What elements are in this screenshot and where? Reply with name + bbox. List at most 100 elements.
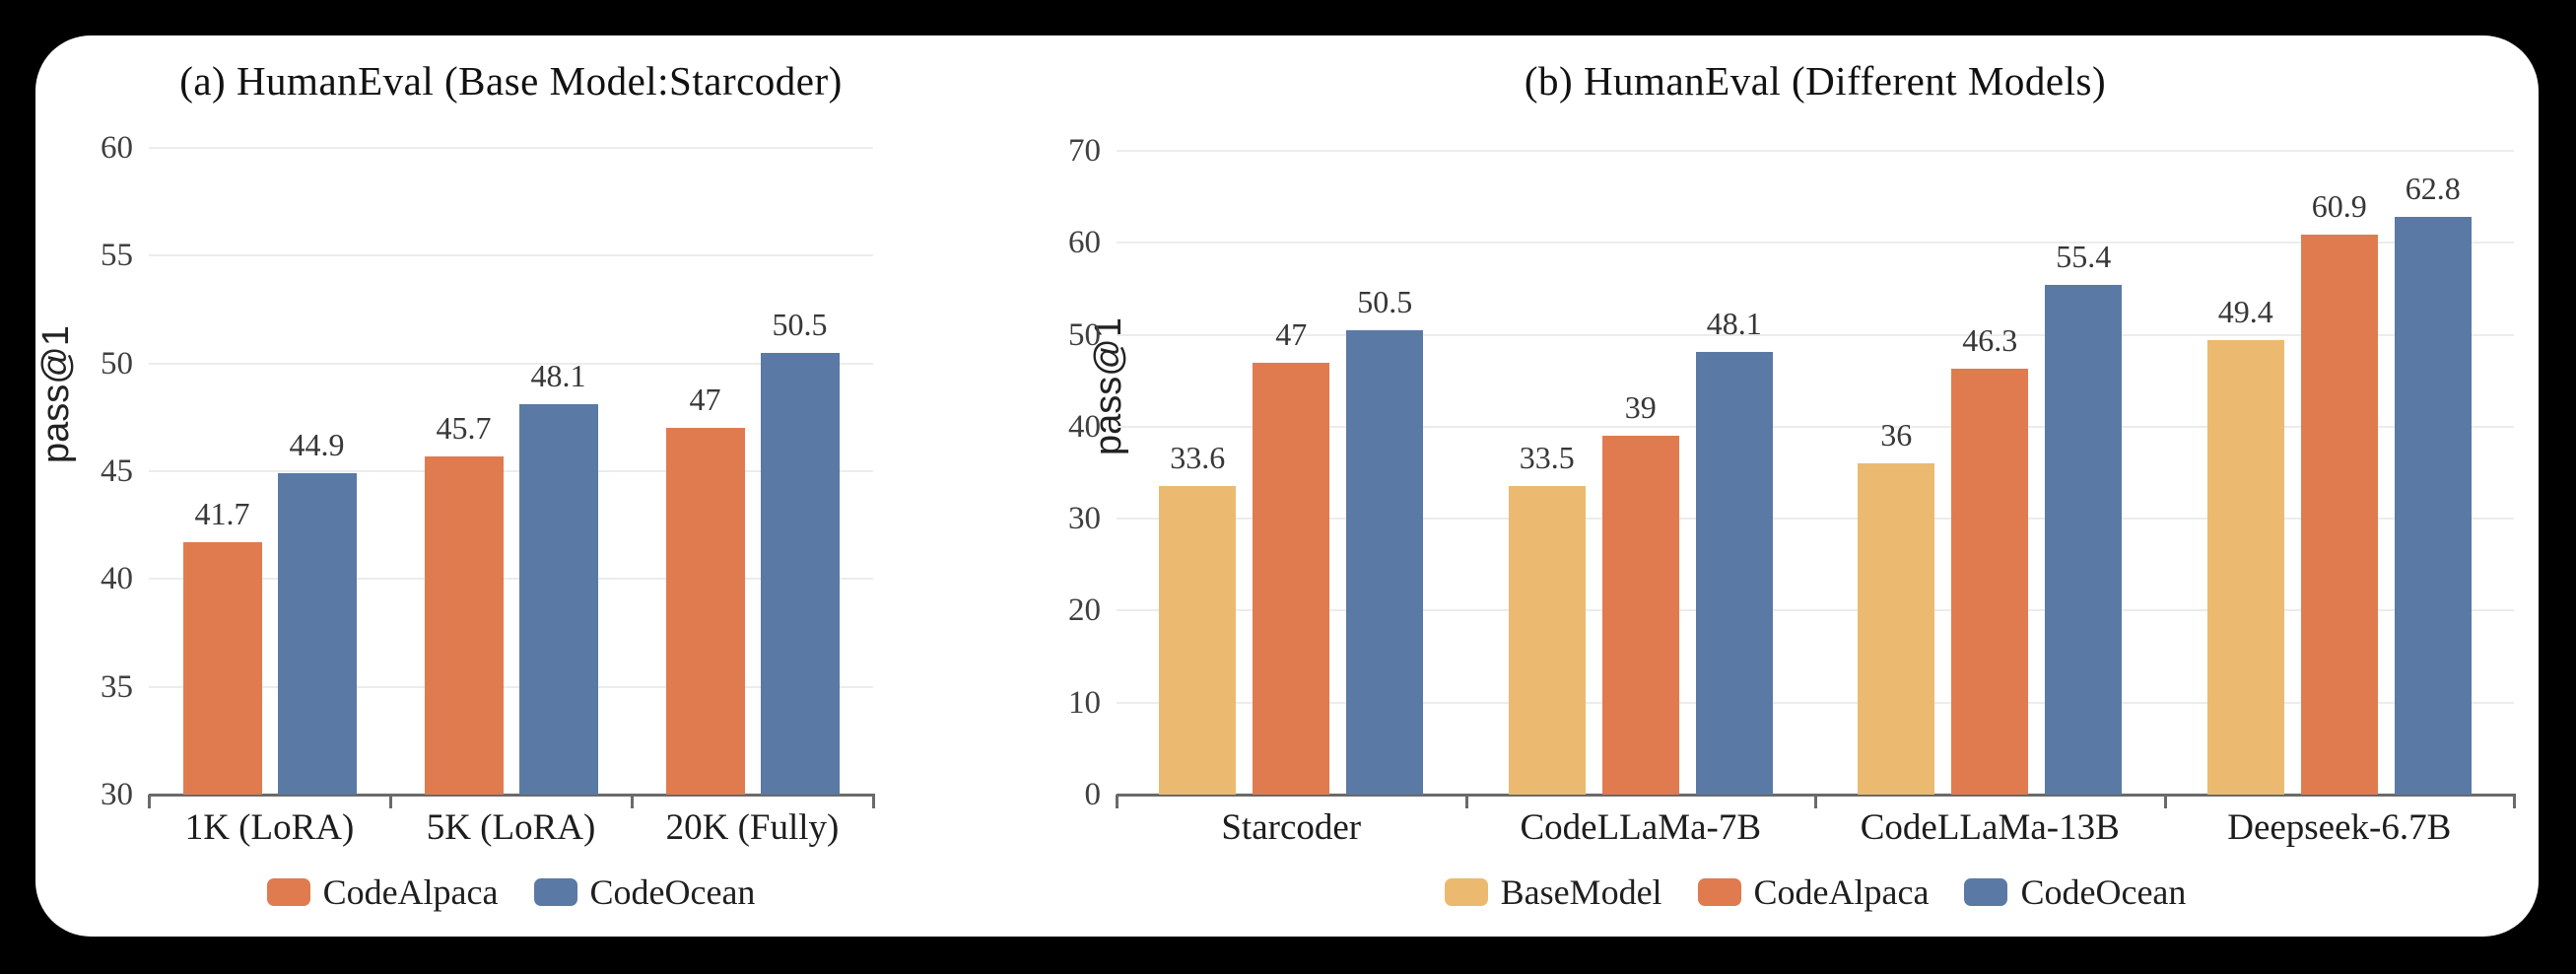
legend-item: CodeAlpaca bbox=[266, 871, 499, 913]
bar-value-label: 48.1 bbox=[530, 358, 586, 394]
bar-value-label: 49.4 bbox=[2217, 294, 2273, 330]
bar-value-label: 62.8 bbox=[2405, 171, 2461, 207]
y-tick-label: 45 bbox=[101, 453, 133, 489]
x-axis-tick bbox=[1814, 795, 1817, 808]
x-axis-line bbox=[149, 794, 875, 797]
gridline bbox=[1117, 333, 2514, 336]
bar bbox=[2206, 340, 2284, 795]
gridline bbox=[1117, 425, 2514, 428]
y-tick-label: 50 bbox=[101, 345, 133, 382]
legend-label: CodeAlpaca bbox=[1753, 872, 1930, 912]
bar-value-label: 33.5 bbox=[1519, 440, 1575, 476]
bar bbox=[1253, 362, 1330, 795]
bar-value-label: 55.4 bbox=[2056, 239, 2112, 275]
bar-value-label: 39 bbox=[1624, 389, 1657, 426]
y-tick-label: 10 bbox=[1068, 684, 1101, 721]
bar bbox=[2394, 217, 2472, 795]
legend-item: CodeOcean bbox=[1964, 871, 2186, 913]
chart-b-humaneval-models: (b) HumanEval (Different Models) pass@1 … bbox=[35, 35, 2539, 937]
bar-value-label: 41.7 bbox=[194, 496, 250, 532]
y-tick-label: 30 bbox=[101, 777, 133, 812]
bar-value-label: 50.5 bbox=[772, 306, 828, 342]
x-axis-tick bbox=[872, 795, 875, 808]
y-tick-label: 55 bbox=[101, 238, 133, 274]
bar bbox=[1159, 485, 1237, 795]
bar-value-label: 47 bbox=[689, 382, 721, 418]
bar bbox=[2045, 285, 2123, 795]
bar bbox=[1951, 369, 2029, 795]
legend-item: CodeAlpaca bbox=[1697, 871, 1930, 913]
x-axis-tick bbox=[631, 795, 634, 808]
legend-label: CodeOcean bbox=[2020, 872, 2187, 912]
x-category-label: CodeLLaMa-7B bbox=[1520, 807, 1762, 848]
bar-value-label: 60.9 bbox=[2311, 187, 2367, 224]
legend: CodeAlpaca CodeOcean bbox=[149, 871, 873, 913]
chart-card: (a) HumanEval (Base Model:Starcoder) pas… bbox=[35, 35, 2539, 937]
legend-swatch bbox=[1964, 878, 2008, 906]
bar bbox=[2300, 234, 2378, 795]
y-tick-label: 40 bbox=[1068, 408, 1101, 445]
gridline bbox=[1117, 242, 2514, 244]
x-axis-tick bbox=[2513, 795, 2516, 808]
x-axis-tick bbox=[1464, 795, 1468, 808]
bar bbox=[1695, 352, 1773, 795]
bar-value-label: 33.6 bbox=[1170, 439, 1226, 475]
gridline bbox=[149, 470, 873, 472]
y-tick-label: 35 bbox=[101, 668, 133, 705]
y-tick-label: 70 bbox=[1068, 133, 1101, 169]
y-tick-label: 60 bbox=[1068, 225, 1101, 261]
gridline bbox=[1117, 701, 2514, 704]
gridline bbox=[1117, 609, 2514, 612]
gridline bbox=[149, 685, 873, 688]
legend-swatch bbox=[1697, 878, 1741, 906]
bar-value-label: 45.7 bbox=[436, 409, 492, 446]
gridline bbox=[149, 578, 873, 581]
bar bbox=[760, 352, 840, 795]
legend-item: CodeOcean bbox=[533, 871, 756, 913]
bar bbox=[1601, 436, 1679, 795]
gridline bbox=[1117, 150, 2514, 152]
bar-value-label: 47 bbox=[1275, 315, 1308, 352]
legend-swatch bbox=[533, 878, 577, 906]
legend: BaseModel CodeAlpaca CodeOcean bbox=[1117, 871, 2514, 913]
bar-value-label: 48.1 bbox=[1706, 306, 1762, 342]
y-tick-label: 0 bbox=[1084, 777, 1102, 812]
x-category-label: CodeLLaMa-13B bbox=[1860, 807, 2120, 848]
gridline bbox=[149, 147, 873, 149]
bar bbox=[1346, 329, 1424, 795]
y-tick-label: 20 bbox=[1068, 592, 1101, 629]
x-category-label: Starcoder bbox=[1221, 807, 1362, 848]
legend-label: CodeOcean bbox=[589, 872, 756, 912]
bar-value-label: 50.5 bbox=[1357, 283, 1413, 319]
gridline bbox=[149, 362, 873, 365]
gridline bbox=[1117, 518, 2514, 521]
y-tick-label: 30 bbox=[1068, 501, 1101, 537]
x-axis-tick bbox=[389, 795, 392, 808]
chart-a-title: (a) HumanEval (Base Model:Starcoder) bbox=[179, 58, 843, 104]
x-category-label: Deepseek-6.7B bbox=[2227, 807, 2452, 848]
bar bbox=[1858, 463, 1935, 795]
legend-label: CodeAlpaca bbox=[322, 872, 499, 912]
chart-a-humaneval-starcoder: (a) HumanEval (Base Model:Starcoder) pas… bbox=[35, 35, 2539, 937]
chart-b-title: (b) HumanEval (Different Models) bbox=[1524, 58, 2107, 104]
legend-swatch bbox=[1444, 878, 1488, 906]
x-axis-tick bbox=[1116, 795, 1119, 808]
bar bbox=[1508, 486, 1586, 795]
legend-swatch bbox=[266, 878, 310, 906]
gridline bbox=[149, 254, 873, 257]
y-tick-label: 50 bbox=[1068, 316, 1101, 353]
x-category-label: 20K (Fully) bbox=[665, 807, 840, 848]
y-tick-label: 40 bbox=[101, 561, 133, 597]
bar bbox=[665, 428, 745, 795]
x-axis-tick bbox=[2163, 795, 2167, 808]
bar-value-label: 44.9 bbox=[289, 427, 345, 463]
bar bbox=[182, 542, 262, 795]
bar-value-label: 46.3 bbox=[1962, 322, 2018, 359]
x-category-label: 5K (LoRA) bbox=[426, 807, 596, 848]
legend-label: BaseModel bbox=[1500, 872, 1662, 912]
bar bbox=[424, 455, 504, 795]
bar bbox=[518, 404, 598, 795]
x-category-label: 1K (LoRA) bbox=[184, 807, 355, 848]
legend-item: BaseModel bbox=[1444, 871, 1662, 913]
